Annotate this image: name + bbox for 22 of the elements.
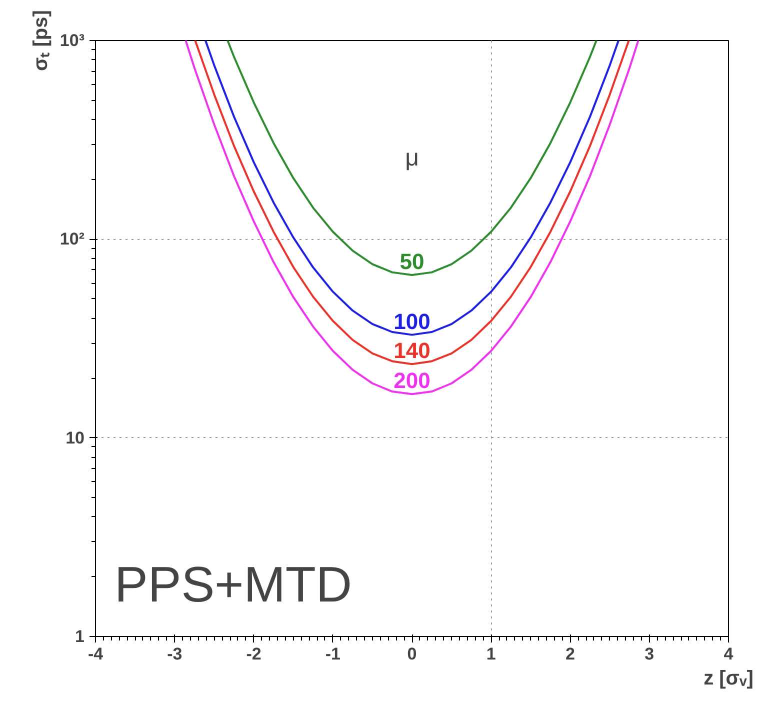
x-tick-label: -4 — [88, 644, 104, 664]
y-tick-label: 10 — [66, 428, 85, 448]
y-axis-title: σₜ [ps] — [30, 10, 52, 71]
series-label: 100 — [394, 308, 430, 334]
x-tick-label: -3 — [167, 644, 182, 664]
annotation: PPS+MTD — [114, 556, 352, 613]
y-tick-label: 1 — [75, 627, 85, 646]
x-tick-label: 3 — [644, 644, 654, 664]
annotation: μ — [405, 144, 419, 172]
y-tick-label: 10² — [60, 230, 85, 249]
x-axis-title: z [σᵥ] — [704, 668, 754, 690]
x-tick-label: 1 — [486, 644, 496, 664]
x-tick-label: -1 — [325, 644, 340, 664]
series-label: 50 — [400, 249, 424, 274]
y-tick-label: 10³ — [60, 31, 85, 50]
series-label: 200 — [394, 368, 430, 394]
x-tick-label: -2 — [246, 644, 262, 664]
series-label: 140 — [394, 338, 430, 364]
x-tick-label: 4 — [724, 644, 734, 664]
line-series — [226, 40, 598, 276]
x-tick-label: 0 — [407, 644, 417, 664]
x-tick-label: 2 — [566, 644, 575, 664]
